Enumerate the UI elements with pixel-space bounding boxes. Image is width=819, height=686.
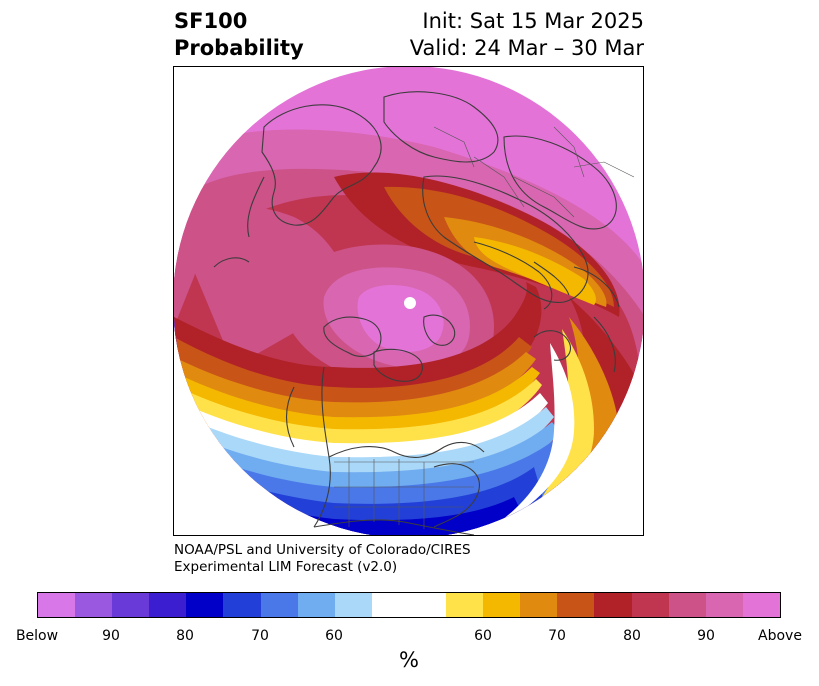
colorbar-segment bbox=[631, 593, 669, 617]
colorbar-segment bbox=[705, 593, 743, 617]
map-svg bbox=[174, 67, 643, 535]
colorbar-segment bbox=[668, 593, 706, 617]
credit-line1: NOAA/PSL and University of Colorado/CIRE… bbox=[174, 542, 471, 558]
colorbar-unit: % bbox=[399, 648, 419, 672]
init-date: Init: Sat 15 Mar 2025 bbox=[422, 9, 644, 33]
coastlines bbox=[213, 91, 620, 535]
tick-below-60: 60 bbox=[325, 628, 343, 644]
colorbar-segment bbox=[260, 593, 298, 617]
tick-above-90: 90 bbox=[697, 628, 715, 644]
colorbar-segment bbox=[520, 593, 558, 617]
colorbar-segment bbox=[483, 593, 521, 617]
colorbar-segment bbox=[742, 593, 780, 617]
colorbar bbox=[37, 592, 781, 618]
tick-above-60: 60 bbox=[474, 628, 492, 644]
colorbar-segment bbox=[297, 593, 335, 617]
credit-text: NOAA/PSL and University of Colorado/CIRE… bbox=[174, 542, 471, 576]
colorbar-segment bbox=[594, 593, 632, 617]
title-variable-line1: SF100 bbox=[174, 9, 248, 33]
colorbar-segment bbox=[446, 593, 484, 617]
colorbar-segment bbox=[75, 593, 113, 617]
tick-below-80: 80 bbox=[176, 628, 194, 644]
probability-map bbox=[173, 66, 644, 536]
tick-below-90: 90 bbox=[102, 628, 120, 644]
tick-below: Below bbox=[15, 628, 59, 644]
colorbar-segment bbox=[371, 593, 447, 617]
tick-above: Above bbox=[758, 628, 802, 644]
borders bbox=[334, 126, 635, 529]
tick-below-70: 70 bbox=[251, 628, 269, 644]
colorbar-ticks: Below 90 80 70 60 60 70 80 90 Above bbox=[0, 628, 819, 646]
colorbar-segment bbox=[186, 593, 224, 617]
colorbar-segment bbox=[112, 593, 150, 617]
tick-above-70: 70 bbox=[548, 628, 566, 644]
credit-line2: Experimental LIM Forecast (v2.0) bbox=[174, 559, 398, 575]
colorbar-segment bbox=[334, 593, 372, 617]
title-variable-line2: Probability bbox=[174, 36, 304, 60]
tick-above-80: 80 bbox=[623, 628, 641, 644]
colorbar-segment bbox=[38, 593, 76, 617]
colorbar-segment bbox=[557, 593, 595, 617]
title-variable: SF100 Probability bbox=[174, 8, 304, 62]
colorbar-segment bbox=[223, 593, 261, 617]
colorbar-segment bbox=[149, 593, 187, 617]
probability-field bbox=[174, 67, 643, 535]
valid-range: Valid: 24 Mar – 30 Mar bbox=[409, 36, 644, 60]
title-dates: Init: Sat 15 Mar 2025 Valid: 24 Mar – 30… bbox=[410, 8, 644, 62]
